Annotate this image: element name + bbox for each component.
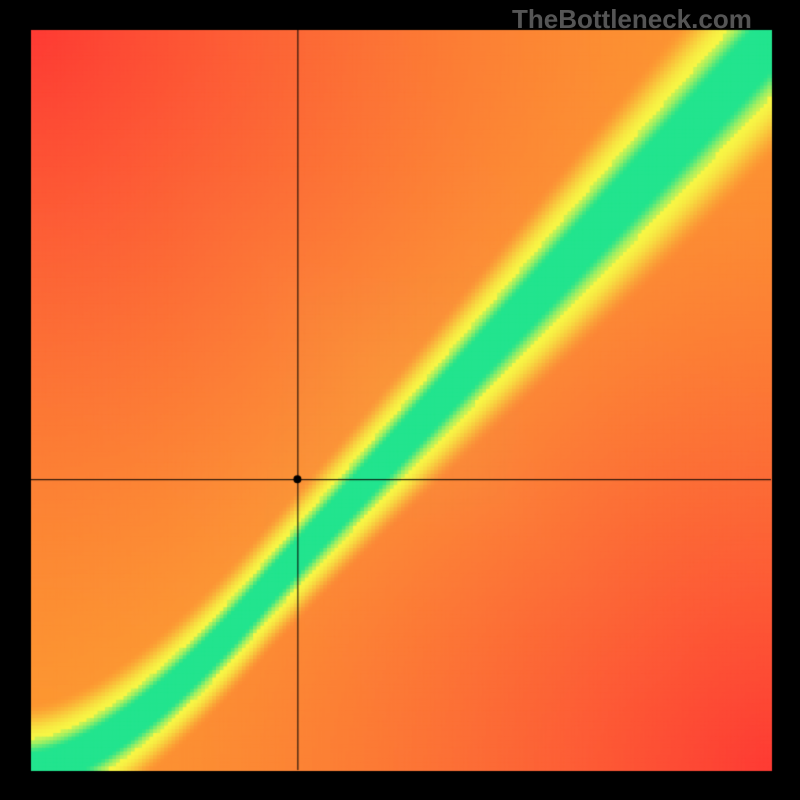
watermark-text: TheBottleneck.com xyxy=(512,4,752,35)
chart-container: TheBottleneck.com xyxy=(0,0,800,800)
bottleneck-heatmap xyxy=(0,0,800,800)
